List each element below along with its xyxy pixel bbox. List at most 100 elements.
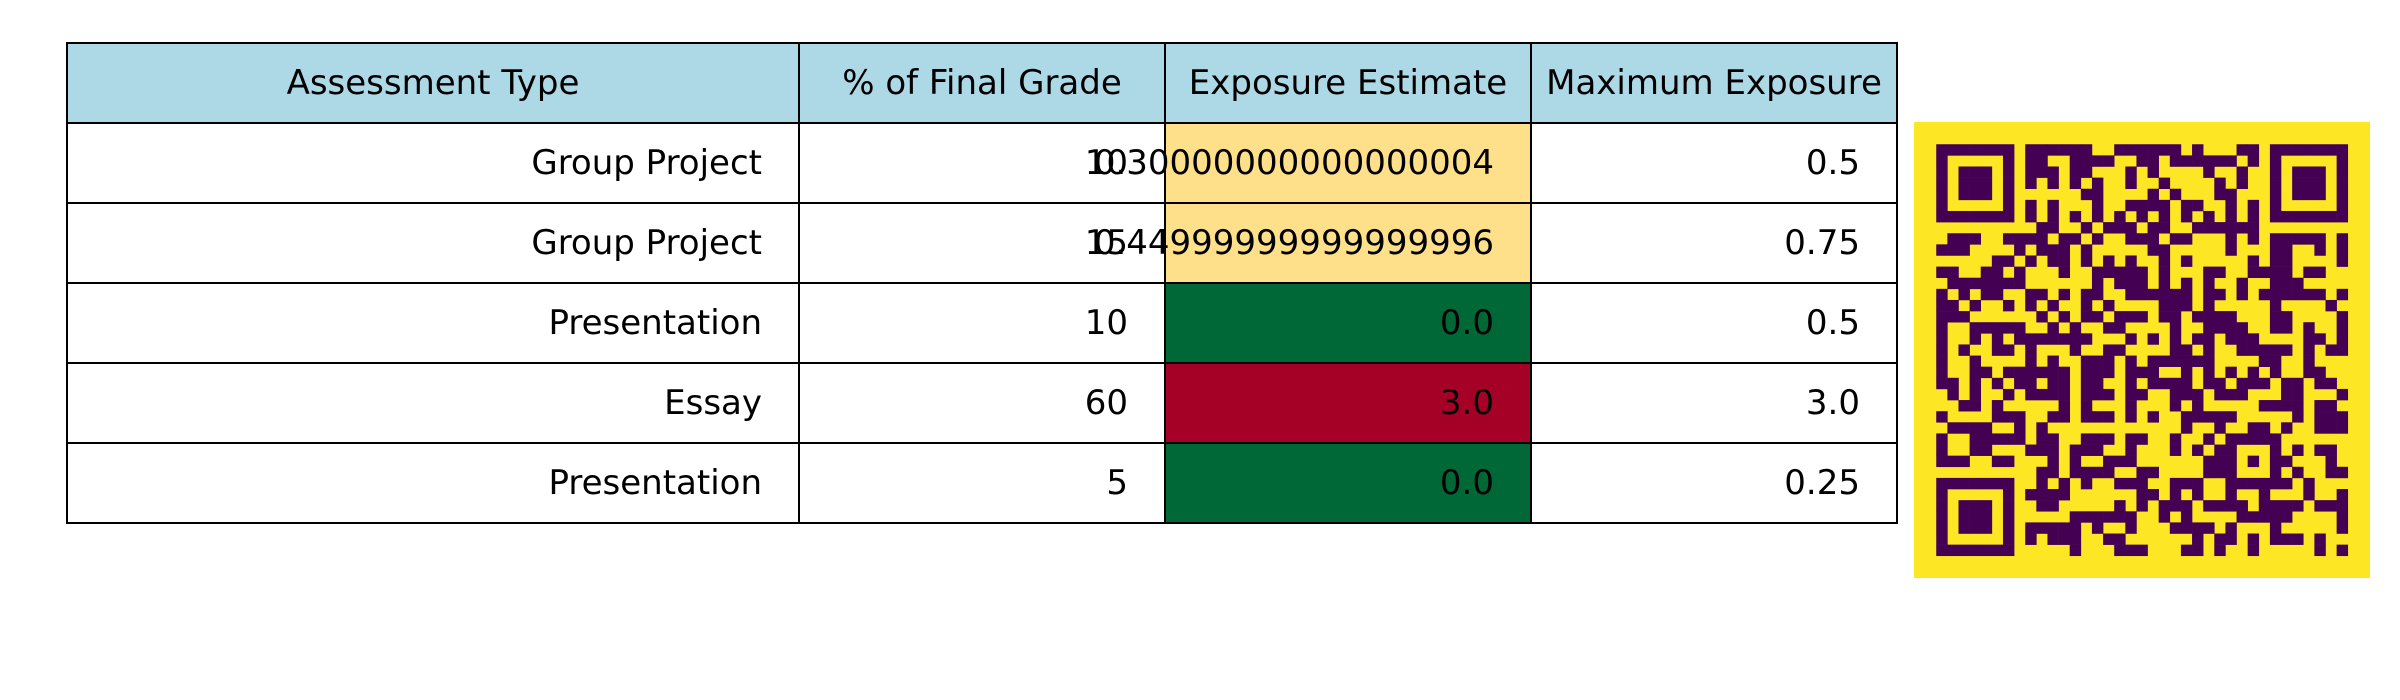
qr-module [2314,233,2326,245]
qr-module [2047,433,2059,445]
qr-module [2091,155,2104,167]
qr-module [2269,244,2282,256]
qr-module [2247,144,2260,156]
qr-module [2147,377,2159,390]
qr-module [2314,444,2326,456]
qr-module [2125,222,2137,234]
qr-module [2180,522,2193,534]
qr-module [2180,155,2193,167]
qr-module [2158,222,2171,234]
qr-module [2114,344,2126,356]
qr-module [2091,233,2104,245]
qr-module [2336,199,2349,212]
qr-module [2292,388,2304,401]
qr-module [2025,177,2037,190]
qr-module [2336,244,2349,256]
qr-module [2247,433,2260,445]
cell-maximum-exposure: 0.5 [1530,122,1898,204]
qr-module [2203,500,2215,512]
qr-module [2325,500,2337,512]
qr-module [1947,233,1959,245]
qr-module [2002,210,2015,223]
qr-module [2091,210,2104,223]
qr-module [2258,288,2271,301]
qr-module [2225,244,2237,256]
qr-module [2047,377,2059,390]
qr-module [2281,511,2293,523]
qr-module [2025,155,2037,167]
qr-module [2158,311,2171,323]
qr-module [2125,377,2137,390]
qr-module [2292,500,2304,512]
qr-module [2336,466,2349,479]
qr-module [2147,489,2159,501]
qr-module [2325,444,2337,456]
qr-module [1958,244,1970,256]
qr-module [1991,544,2004,557]
qr-module [2281,377,2293,390]
qr-module [2169,311,2182,323]
qr-module [2225,322,2237,334]
qr-module [2281,500,2293,512]
qr-module [2269,277,2282,290]
qr-module [2303,166,2315,178]
qr-module [2080,255,2093,267]
qr-module [2091,511,2104,523]
qr-module [2225,489,2237,501]
qr-module [2136,155,2148,167]
qr-module [2292,177,2304,190]
qr-module [2225,455,2237,468]
qr-module [2114,210,2126,223]
qr-module [1958,455,1970,468]
qr-module [2247,266,2260,279]
qr-module [1980,366,1993,379]
qr-module [2047,255,2059,267]
qr-module [2214,388,2226,401]
qr-module [2125,388,2137,401]
qr-module [2225,199,2237,212]
qr-module [2281,311,2293,323]
qr-module [2336,144,2349,156]
qr-module [1947,244,1959,256]
qr-module [2292,277,2304,290]
qr-module [1991,144,2004,156]
qr-module [2080,244,2093,256]
qr-module [2125,366,2137,379]
qr-module [2169,500,2182,512]
qr-module [2002,388,2015,401]
qr-module [2036,422,2048,434]
qr-module [2225,233,2237,245]
qr-module [2158,500,2171,512]
qr-module [1958,522,1970,534]
qr-module [2125,411,2137,423]
qr-module [2036,466,2048,479]
qr-module [2036,333,2048,345]
qr-module [2292,144,2304,156]
qr-module [2158,511,2171,523]
qr-module [2203,322,2215,334]
qr-module [2047,244,2059,256]
qr-module [2002,511,2015,523]
qr-module [2303,288,2315,301]
qr-module [2236,511,2248,523]
qr-module [2069,544,2082,557]
qr-module [2180,210,2193,223]
qr-module [2236,288,2248,301]
qr-module [2258,489,2271,501]
cell-text: 3.0 [1805,383,1860,423]
qr-module [2025,522,2037,534]
qr-module [2314,400,2326,412]
qr-module [2158,288,2171,301]
qr-module [1936,444,1948,456]
qr-module [2247,511,2260,523]
qr-module [2025,355,2037,367]
cell-assessment-type: Essay [66,362,800,444]
qr-module [2080,355,2093,367]
qr-module [2303,489,2315,501]
qr-module [2069,455,2082,468]
qr-module [1980,177,1993,190]
qr-module [2247,222,2260,234]
qr-module [2269,144,2282,156]
qr-module [2058,255,2071,267]
table-row: Group Project 10 0.30000000000000004 0.5 [66,122,1898,204]
